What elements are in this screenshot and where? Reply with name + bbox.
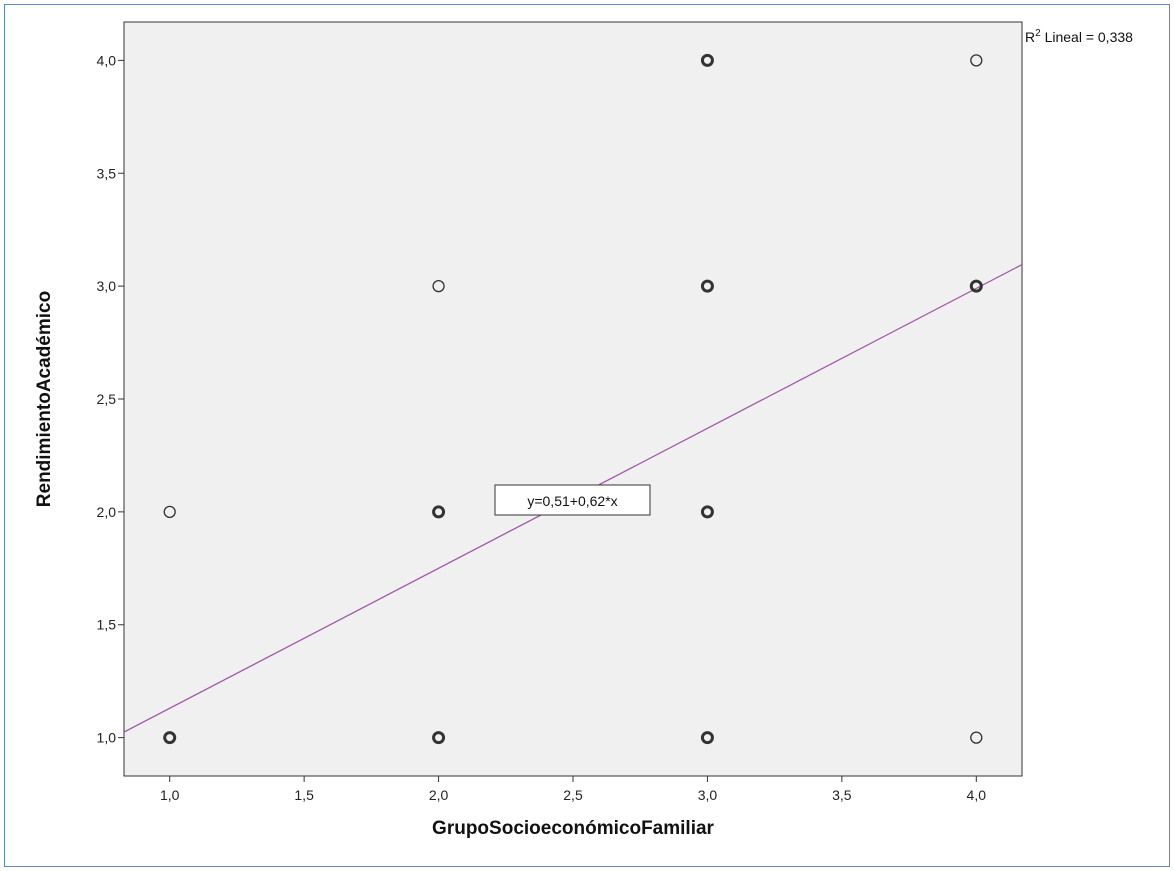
data-point (700, 53, 714, 67)
y-axis-title: RendimientoAcadémico (34, 291, 55, 507)
x-tick-label: 1,0 (160, 787, 180, 803)
y-tick-label: 2,5 (97, 391, 117, 407)
y-tick-label: 1,5 (97, 617, 117, 633)
data-point (970, 731, 983, 744)
r-squared-superscript: 2 (1035, 28, 1041, 39)
data-point (432, 279, 445, 293)
data-point (432, 505, 446, 519)
axis-ticks: 1,0 1,5 2,0 2,5 3,0 3,5 4,0 1,0 1,5 2,0 2,5 3,0 3,5 4… (97, 52, 987, 803)
equation-box (494, 484, 651, 516)
data-point (970, 54, 983, 67)
r-squared-value: Lineal = 0,338 (1041, 29, 1133, 45)
equation-label: y=0,51+0,62*x (527, 493, 617, 509)
y-tick-label: 1,0 (97, 730, 117, 746)
r-squared-prefix: R (1025, 29, 1035, 45)
x-axis-title: GrupoSocioeconómicoFamiliar (432, 818, 714, 839)
x-tick-label: 3,5 (832, 787, 852, 803)
data-point (969, 279, 983, 293)
y-tick-label: 2,0 (97, 504, 117, 520)
y-tick-label: 3,5 (97, 165, 117, 181)
data-point (163, 731, 177, 745)
x-tick-label: 4,0 (967, 787, 987, 803)
data-point (700, 279, 714, 293)
plot-area (123, 21, 1023, 777)
data-points (163, 53, 983, 745)
x-tick-label: 2,0 (429, 787, 449, 803)
data-point (163, 505, 176, 519)
x-tick-label: 1,5 (294, 787, 314, 803)
chart-frame: 1,0 1,5 2,0 2,5 3,0 3,5 4,0 1,0 1,5 2,0 2,5 3,0 3,5 4… (4, 4, 1170, 867)
equation-annotation: y=0,51+0,62*x (494, 484, 651, 516)
x-tick-label: 2,5 (563, 787, 583, 803)
r-squared-label: R2 Lineal = 0,338 (1025, 28, 1133, 45)
data-point (700, 505, 714, 519)
data-point (432, 731, 446, 745)
scatter-plot: 1,0 1,5 2,0 2,5 3,0 3,5 4,0 1,0 1,5 2,0 2,5 3,0 3,5 4… (34, 21, 1133, 839)
y-tick-label: 4,0 (97, 52, 117, 68)
x-tick-label: 3,0 (698, 787, 718, 803)
data-point (700, 731, 714, 745)
y-tick-label: 3,0 (97, 278, 117, 294)
